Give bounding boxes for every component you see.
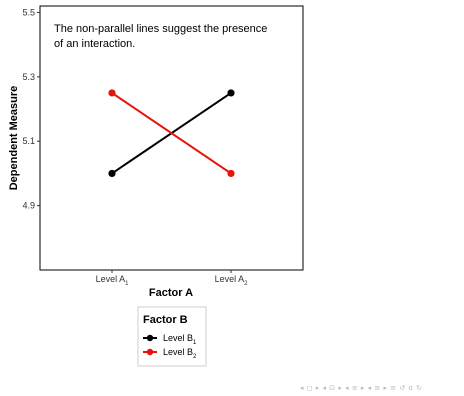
- legend-label: Level B1: [163, 333, 197, 346]
- legend-title: Factor B: [143, 314, 188, 326]
- x-axis-title: Factor A: [149, 287, 193, 299]
- data-point-series-1: [227, 89, 235, 97]
- x-axis-ticks: Level A1 Level A2: [96, 270, 249, 287]
- x-tick-label-base: Level A: [96, 274, 126, 284]
- data-point-series-1: [108, 169, 116, 178]
- data-point-series-2: [227, 169, 235, 178]
- x-tick-label-base: Level A: [215, 274, 245, 284]
- y-tick-label: 5.1: [22, 136, 35, 146]
- annotation-line-1: The non-parallel lines suggest the prese…: [54, 23, 267, 35]
- legend-key-point: [146, 334, 154, 342]
- y-tick-label: 4.9: [22, 201, 35, 211]
- y-axis-ticks: 4.9 5.1 5.3 5.5: [22, 7, 40, 211]
- data-point-series-2: [108, 89, 116, 97]
- legend-label-subscript: 2: [193, 354, 197, 360]
- beamer-navigation-icon[interactable]: ◂ ◻ ▸ ◂ ⊡ ▸ ◂ ≡ ▸ ◂ ≡ ▸ ≡ ↺ ɑ ↻: [300, 384, 423, 392]
- interaction-line-chart: The non-parallel lines suggest the prese…: [8, 5, 304, 367]
- annotation-line-2: of an interaction.: [54, 38, 135, 50]
- series-line-2: [111, 92, 232, 175]
- series-group: [108, 89, 235, 178]
- x-tick-label-subscript: 1: [125, 281, 129, 287]
- y-tick-label: 5.5: [22, 7, 35, 17]
- plot-panel: [39, 5, 304, 271]
- legend-label-base: Level B: [163, 333, 193, 343]
- y-tick-label: 5.3: [22, 72, 35, 82]
- legend-key-point: [146, 348, 154, 356]
- x-tick-label: Level A1: [96, 274, 130, 287]
- legend-label: Level B2: [163, 347, 197, 360]
- legend-label-subscript: 1: [193, 340, 197, 346]
- legend-label-base: Level B: [163, 347, 193, 357]
- x-tick-label-subscript: 2: [244, 281, 248, 287]
- y-axis-title: Dependent Measure: [8, 86, 20, 191]
- x-tick-label: Level A2: [215, 274, 249, 287]
